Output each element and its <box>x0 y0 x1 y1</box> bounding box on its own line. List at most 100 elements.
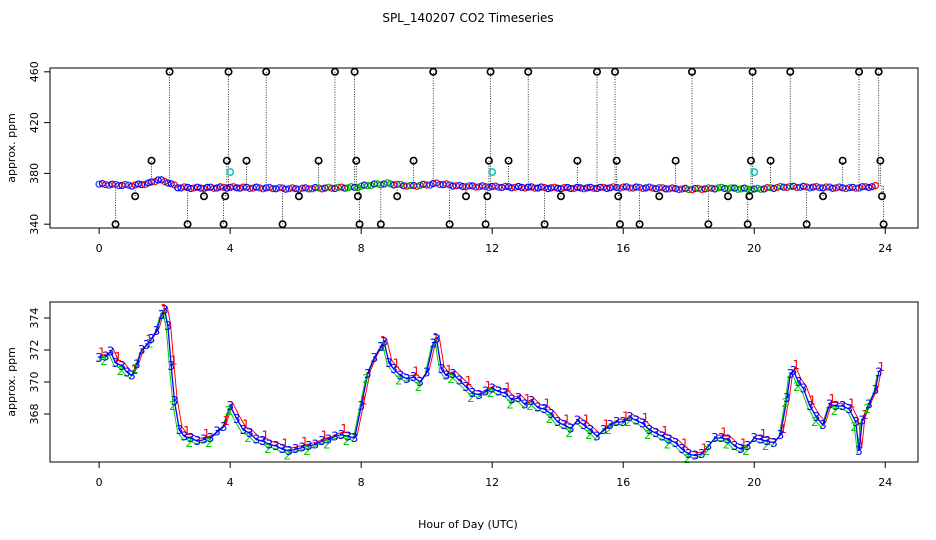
x-tick-label: 4 <box>227 242 234 255</box>
series-3-marker: 3 <box>148 332 156 346</box>
outlier-point <box>612 156 621 165</box>
series-3-marker: 3 <box>266 437 274 451</box>
series-3-marker: 3 <box>138 343 146 357</box>
series-2-marker: 2 <box>664 437 672 451</box>
baseline-point <box>282 185 290 193</box>
baseline-point <box>125 181 133 189</box>
baseline-point <box>717 183 726 191</box>
series-3-marker: 3 <box>521 397 529 411</box>
series-3-marker: 3 <box>541 402 549 416</box>
outlier-point <box>352 156 361 165</box>
baseline-point <box>547 184 555 192</box>
outlier-point <box>376 220 385 229</box>
series-3-marker: 3 <box>133 357 141 371</box>
baseline-point <box>387 180 395 188</box>
series-3-line <box>98 308 880 457</box>
series-3-marker: 3 <box>783 391 791 405</box>
baseline-point <box>321 184 329 192</box>
top-y-axis: 340 380 420 460 <box>28 61 51 235</box>
series-3-marker: 3 <box>102 349 110 363</box>
outlier-point <box>593 67 602 76</box>
outlier-point <box>461 192 470 201</box>
outlier-point <box>429 67 438 76</box>
baseline-point <box>331 184 339 193</box>
outlier-point <box>222 156 231 165</box>
top-outlier-points <box>111 67 888 229</box>
cyan-point <box>226 168 235 177</box>
baseline-point <box>868 183 876 191</box>
baseline-point <box>462 183 470 191</box>
baseline-point <box>737 185 745 193</box>
baseline-point <box>871 182 880 190</box>
baseline-point <box>406 181 414 190</box>
series-1-marker: 1 <box>465 374 473 388</box>
series-3-marker: 3 <box>786 367 794 381</box>
y-tick-label: 380 <box>28 163 41 184</box>
series-3-marker: 3 <box>118 359 126 373</box>
baseline-point <box>128 182 136 190</box>
baseline-point <box>544 185 552 193</box>
series-1-marker: 1 <box>504 381 512 395</box>
outlier-point <box>504 156 513 165</box>
baseline-point <box>288 184 296 192</box>
series-1-marker: 1 <box>131 363 139 377</box>
series-3-marker: 3 <box>469 386 477 400</box>
series-3-marker: 3 <box>718 431 726 445</box>
series-2-marker: 2 <box>831 404 839 418</box>
baseline-point <box>164 179 172 187</box>
series-3-marker: 3 <box>171 394 179 408</box>
baseline-point <box>174 184 182 192</box>
baseline-point <box>301 184 310 192</box>
series-1-marker: 1 <box>642 411 650 425</box>
series-3-marker: 3 <box>344 429 352 443</box>
baseline-point <box>233 184 241 192</box>
outlier-point <box>131 192 140 201</box>
outlier-point <box>743 220 752 229</box>
series-2-marker: 2 <box>863 402 871 416</box>
outlier-point <box>748 67 757 76</box>
series-1-marker: 1 <box>380 334 388 348</box>
series-3-marker: 3 <box>613 415 621 429</box>
baseline-point <box>491 182 500 190</box>
bottom-y-axis-label: approx. ppm <box>5 347 18 417</box>
series-3-marker: 3 <box>456 373 464 387</box>
baseline-point <box>177 184 185 192</box>
series-3-marker: 3 <box>351 431 359 445</box>
series-3-marker: 3 <box>462 380 470 394</box>
baseline-point <box>111 180 120 188</box>
series-1-marker: 1 <box>360 393 368 407</box>
baseline-point <box>413 182 421 190</box>
series-3-marker: 3 <box>180 429 188 443</box>
baseline-point <box>675 186 683 194</box>
series-3-marker: 3 <box>385 356 393 370</box>
series-3-marker: 3 <box>272 439 280 453</box>
baseline-point <box>596 183 604 191</box>
series-3-marker: 3 <box>534 401 542 415</box>
series-1-marker: 1 <box>484 379 492 393</box>
series-3-marker: 3 <box>646 423 654 437</box>
series-3-marker: 3 <box>390 362 398 376</box>
baseline-point <box>799 182 808 190</box>
baseline-point <box>707 184 716 192</box>
outlier-point <box>573 156 582 165</box>
series-3-marker: 3 <box>220 420 228 434</box>
baseline-point <box>531 184 539 192</box>
baseline-point <box>396 180 405 188</box>
series-2-marker: 2 <box>379 340 387 354</box>
chart-title: SPL_140207 CO2 Timeseries <box>382 11 553 25</box>
baseline-point <box>465 182 473 190</box>
series-2-marker: 2 <box>644 428 652 442</box>
series-3-marker: 3 <box>665 433 673 447</box>
series-2-marker: 2 <box>343 434 351 448</box>
series-1-marker: 1 <box>203 427 211 441</box>
outlier-point <box>876 156 885 165</box>
outlier-point <box>746 156 755 165</box>
series-3-marker: 3 <box>832 399 840 413</box>
baseline-point <box>685 186 693 194</box>
baseline-point <box>652 185 660 193</box>
series-3-marker: 3 <box>672 436 680 450</box>
baseline-point <box>704 184 713 192</box>
x-tick-label: 16 <box>616 242 630 255</box>
outlier-point <box>445 220 454 229</box>
